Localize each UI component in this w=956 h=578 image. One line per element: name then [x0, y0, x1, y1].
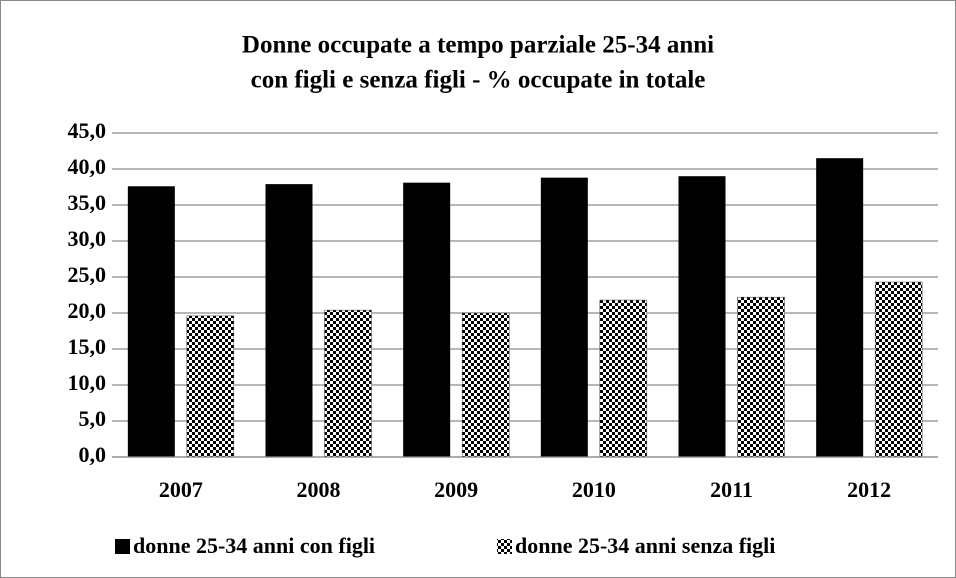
- bar: [737, 296, 785, 458]
- bar: [127, 186, 175, 457]
- bar: [461, 312, 510, 458]
- y-tick-label: 5,0: [79, 406, 107, 431]
- bar: [816, 158, 864, 457]
- legend-swatch: [115, 539, 130, 554]
- legend-label: donne 25-34 anni con figli: [133, 533, 375, 558]
- x-tick-label: 2011: [710, 477, 753, 502]
- legend-label: donne 25-34 anni senza figli: [515, 533, 775, 558]
- legend-swatch: [497, 539, 512, 554]
- x-tick-label: 2009: [434, 477, 478, 502]
- x-tick-label: 2010: [572, 477, 616, 502]
- y-tick-label: 10,0: [68, 370, 107, 395]
- chart-title: Donne occupate a tempo parziale 25-34 an…: [242, 32, 714, 59]
- y-tick-label: 35,0: [68, 190, 107, 215]
- bar: [186, 315, 235, 458]
- bar: [599, 299, 648, 458]
- bar: [324, 309, 372, 458]
- bar: [265, 184, 313, 457]
- bar: [403, 182, 451, 457]
- bar: [678, 176, 726, 457]
- y-tick-label: 45,0: [68, 118, 107, 143]
- y-tick-label: 0,0: [79, 442, 107, 467]
- bar: [540, 177, 588, 457]
- y-tick-label: 20,0: [68, 298, 107, 323]
- y-tick-label: 30,0: [68, 226, 107, 251]
- y-tick-label: 25,0: [68, 262, 107, 287]
- chart-title: con figli e senza figli - % occupate in …: [251, 67, 706, 94]
- bar: [874, 281, 923, 458]
- x-tick-label: 2012: [847, 477, 891, 502]
- y-tick-label: 15,0: [68, 334, 107, 359]
- y-tick-label: 40,0: [68, 154, 107, 179]
- x-tick-label: 2007: [159, 477, 203, 502]
- x-tick-label: 2008: [297, 477, 341, 502]
